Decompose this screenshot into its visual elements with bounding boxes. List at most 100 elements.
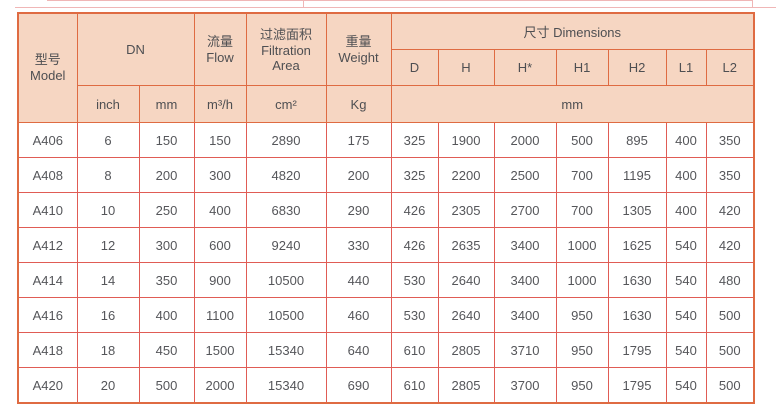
value-cell: 540 xyxy=(665,297,707,333)
col-header-area-zh: 过滤面积 xyxy=(259,26,312,42)
value-cell: 420 xyxy=(705,192,755,228)
value-cell: 200 xyxy=(138,157,195,193)
value-cell: 600 xyxy=(193,227,247,263)
table-row: A414 14 350 900 10500 440 530 2640 3400 1000 1630 5… xyxy=(17,262,755,298)
unit-weight: Kg xyxy=(325,85,392,123)
previous-table-bottom-border xyxy=(15,7,776,8)
value-cell: 3400 xyxy=(493,227,557,263)
value-cell: 18 xyxy=(76,332,140,368)
value-cell: 10500 xyxy=(245,262,327,298)
value-cell: 150 xyxy=(138,122,195,158)
table-row: A418 18 450 1500 15340 640 610 2805 3710 950 1795 5… xyxy=(17,332,755,368)
col-header-h: H xyxy=(437,49,495,86)
value-cell: 950 xyxy=(555,367,609,404)
col-group-dimensions: 尺寸 Dimensions xyxy=(390,12,755,50)
col-header-l1: L1 xyxy=(665,49,707,86)
value-cell: 6830 xyxy=(245,192,327,228)
previous-table-remnant-line xyxy=(47,0,753,1)
col-header-hstar: H* xyxy=(493,49,557,86)
value-cell: 1795 xyxy=(607,332,667,368)
value-cell: 1100 xyxy=(193,297,247,333)
value-cell: 610 xyxy=(390,332,439,368)
col-header-flow-en: Flow xyxy=(206,49,234,65)
value-cell: 2805 xyxy=(437,332,495,368)
value-cell: 9240 xyxy=(245,227,327,263)
value-cell: 530 xyxy=(390,297,439,333)
value-cell: 2640 xyxy=(437,297,495,333)
model-cell: A414 xyxy=(17,262,78,298)
previous-table-remnant-divider xyxy=(752,0,753,7)
unit-flow: m³/h xyxy=(193,85,247,123)
col-header-weight-en: Weight xyxy=(338,49,379,65)
value-cell: 1900 xyxy=(437,122,495,158)
col-header-weight-zh: 重量 xyxy=(345,33,372,49)
table-header: 型号 Model DN 流量 Flow 过滤面积 Filtration Area… xyxy=(17,12,755,123)
value-cell: 290 xyxy=(325,192,392,228)
value-cell: 500 xyxy=(705,332,755,368)
value-cell: 1000 xyxy=(555,262,609,298)
value-cell: 1625 xyxy=(607,227,667,263)
value-cell: 15340 xyxy=(245,332,327,368)
value-cell: 350 xyxy=(705,157,755,193)
value-cell: 2890 xyxy=(245,122,327,158)
table-row: A406 6 150 150 2890 175 325 1900 2000 500 895 400 35… xyxy=(17,122,755,158)
col-header-model: 型号 Model xyxy=(17,12,78,123)
value-cell: 325 xyxy=(390,122,439,158)
value-cell: 400 xyxy=(665,157,707,193)
value-cell: 2200 xyxy=(437,157,495,193)
model-cell: A420 xyxy=(17,367,78,404)
value-cell: 2000 xyxy=(193,367,247,404)
model-cell: A410 xyxy=(17,192,78,228)
value-cell: 2635 xyxy=(437,227,495,263)
value-cell: 950 xyxy=(555,332,609,368)
col-header-h2: H2 xyxy=(607,49,667,86)
col-header-model-zh: 型号 xyxy=(34,52,61,67)
model-cell: A418 xyxy=(17,332,78,368)
value-cell: 690 xyxy=(325,367,392,404)
value-cell: 325 xyxy=(390,157,439,193)
col-header-l2: L2 xyxy=(705,49,755,86)
value-cell: 2305 xyxy=(437,192,495,228)
value-cell: 450 xyxy=(138,332,195,368)
value-cell: 20 xyxy=(76,367,140,404)
unit-dn-inch: inch xyxy=(76,85,140,123)
value-cell: 12 xyxy=(76,227,140,263)
value-cell: 500 xyxy=(138,367,195,404)
value-cell: 1630 xyxy=(607,262,667,298)
table-row: A408 8 200 300 4820 200 325 2200 2500 700 1195 400 3… xyxy=(17,157,755,193)
value-cell: 16 xyxy=(76,297,140,333)
value-cell: 500 xyxy=(555,122,609,158)
col-group-dimensions-zh: 尺寸 xyxy=(523,25,550,40)
value-cell: 15340 xyxy=(245,367,327,404)
value-cell: 700 xyxy=(555,157,609,193)
model-cell: A408 xyxy=(17,157,78,193)
value-cell: 400 xyxy=(665,122,707,158)
col-header-model-en: Model xyxy=(30,68,66,83)
table-row: A410 10 250 400 6830 290 426 2305 2700 700 1305 400… xyxy=(17,192,755,228)
value-cell: 350 xyxy=(138,262,195,298)
value-cell: 1195 xyxy=(607,157,667,193)
value-cell: 3710 xyxy=(493,332,557,368)
value-cell: 3400 xyxy=(493,262,557,298)
value-cell: 900 xyxy=(193,262,247,298)
col-header-area-en: Filtration Area xyxy=(261,42,311,73)
value-cell: 10 xyxy=(76,192,140,228)
value-cell: 540 xyxy=(665,262,707,298)
value-cell: 300 xyxy=(193,157,247,193)
value-cell: 480 xyxy=(705,262,755,298)
table-body: A406 6 150 150 2890 175 325 1900 2000 500 895 400 35… xyxy=(17,122,755,404)
value-cell: 4820 xyxy=(245,157,327,193)
col-header-flow-zh: 流量 xyxy=(206,33,233,49)
col-group-dimensions-en: Dimensions xyxy=(553,25,622,40)
value-cell: 540 xyxy=(665,367,707,404)
col-group-dn: DN xyxy=(76,12,195,86)
value-cell: 700 xyxy=(555,192,609,228)
value-cell: 2805 xyxy=(437,367,495,404)
value-cell: 440 xyxy=(325,262,392,298)
value-cell: 420 xyxy=(705,227,755,263)
table-row: A412 12 300 600 9240 330 426 2635 3400 1000 1625 54… xyxy=(17,227,755,263)
value-cell: 150 xyxy=(193,122,247,158)
col-header-area: 过滤面积 Filtration Area xyxy=(245,12,327,86)
value-cell: 1500 xyxy=(193,332,247,368)
